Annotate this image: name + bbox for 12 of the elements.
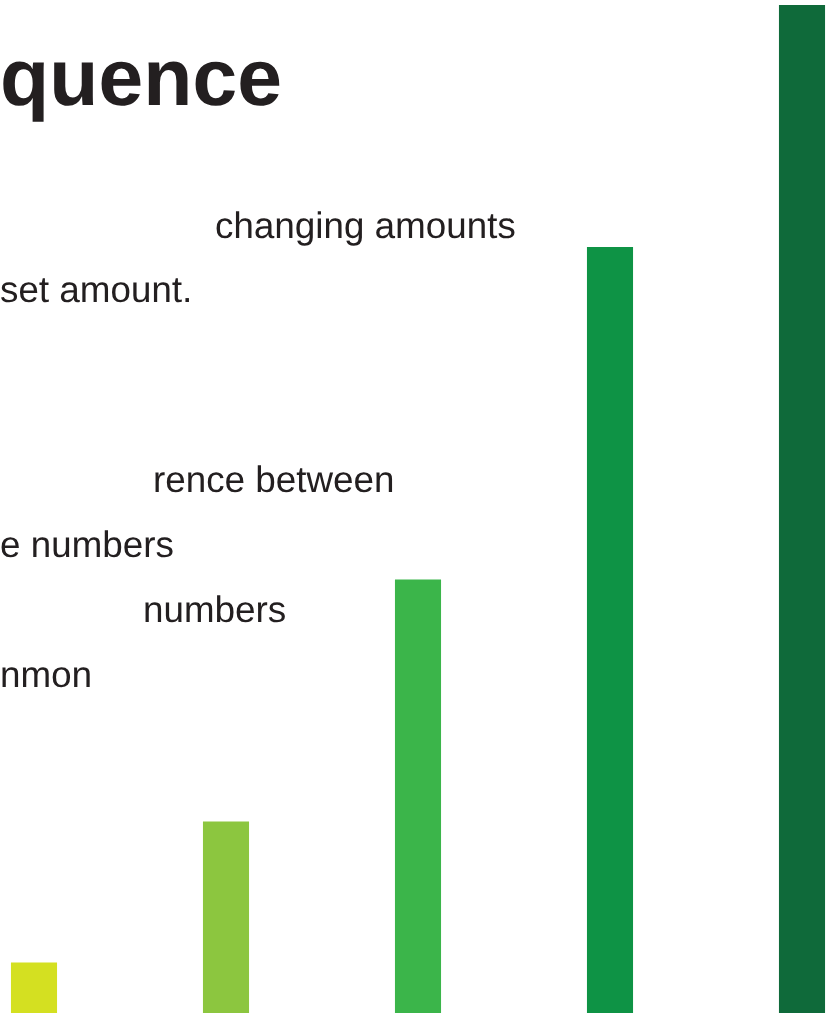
- bar: [394, 579, 442, 1013]
- bar: [10, 962, 58, 1013]
- bar: [202, 821, 250, 1013]
- annotation: rence between: [155, 465, 393, 493]
- text: quence: [3, 61, 280, 122]
- annotation: numbers: [145, 595, 285, 623]
- annotation: set amount.: [1, 278, 189, 303]
- annotation: nmon: [2, 667, 90, 688]
- annotation: e numbers: [1, 530, 173, 558]
- bar: [586, 246, 634, 1013]
- bar: [778, 5, 826, 1013]
- annotation: changing amounts: [216, 211, 515, 246]
